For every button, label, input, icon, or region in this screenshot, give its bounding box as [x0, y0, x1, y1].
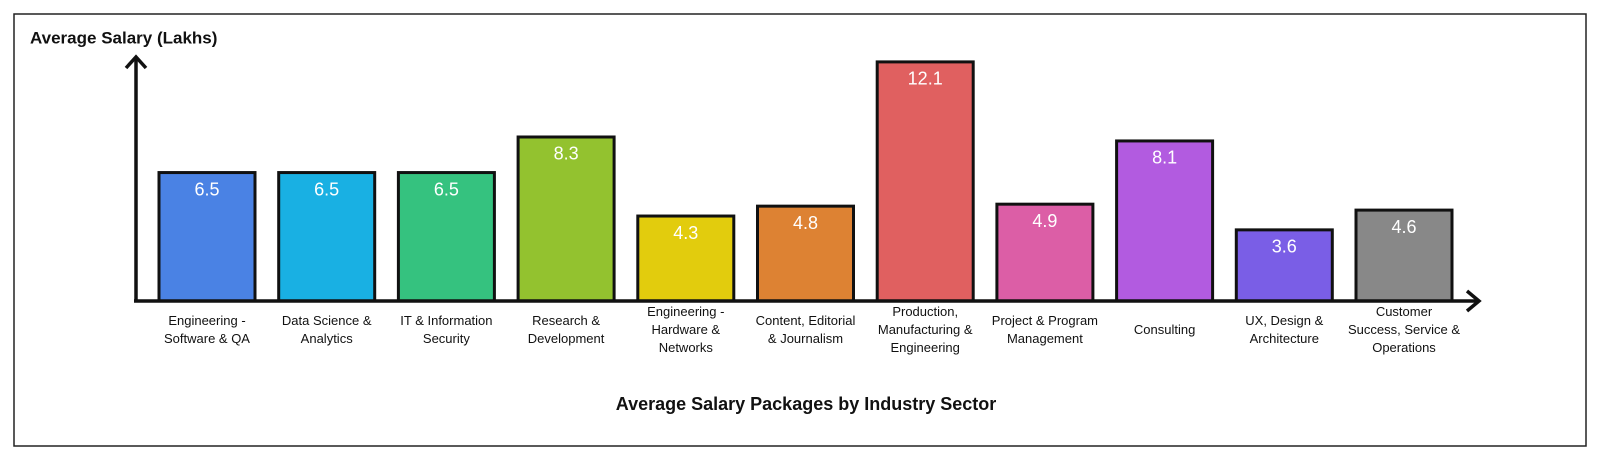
value-label: 6.5 — [194, 179, 219, 199]
x-tick-label: Production, Manufacturing & Engineering — [878, 304, 973, 355]
bar — [277, 171, 377, 303]
x-axis-arrow — [1465, 289, 1482, 313]
bar — [157, 171, 257, 303]
value-label: 4.9 — [1032, 211, 1057, 231]
bar — [396, 171, 496, 303]
x-tick-label: Data Science & Analytics — [282, 313, 372, 346]
value-label: 4.3 — [673, 223, 698, 243]
x-tick-label: UX, Design & Architecture — [1245, 313, 1323, 346]
bar — [1115, 139, 1215, 303]
y-axis-arrow — [124, 54, 148, 70]
value-label: 8.3 — [554, 144, 579, 164]
value-label: 6.5 — [314, 179, 339, 199]
value-label: 3.6 — [1272, 237, 1297, 257]
x-tick-label: Research & Development — [528, 313, 605, 346]
bar — [756, 204, 855, 303]
value-label: 6.5 — [434, 179, 459, 199]
bar — [516, 135, 616, 303]
value-label: 12.1 — [908, 69, 943, 89]
chart-title: Average Salary Packages by Industry Sect… — [616, 394, 997, 414]
x-tick-label: Consulting — [1134, 322, 1195, 337]
value-label: 8.1 — [1152, 148, 1177, 168]
x-tick-label: Engineering -Hardware & Networks — [647, 304, 724, 355]
x-tick-label: Content, Editorial & Journalism — [756, 313, 856, 346]
x-tick-label: Project & Program Management — [992, 313, 1098, 346]
bar — [636, 214, 736, 303]
bar — [875, 60, 975, 303]
bar — [1354, 208, 1454, 303]
x-tick-label: Customer Success, Service & Operations — [1348, 304, 1460, 355]
x-tick-label: IT & Information Security — [400, 313, 492, 346]
y-axis-label: Average Salary (Lakhs) — [30, 28, 217, 47]
x-tick-label: Engineering -Software & QA — [164, 313, 250, 346]
value-label: 4.6 — [1391, 217, 1416, 237]
value-label: 4.8 — [793, 213, 818, 233]
